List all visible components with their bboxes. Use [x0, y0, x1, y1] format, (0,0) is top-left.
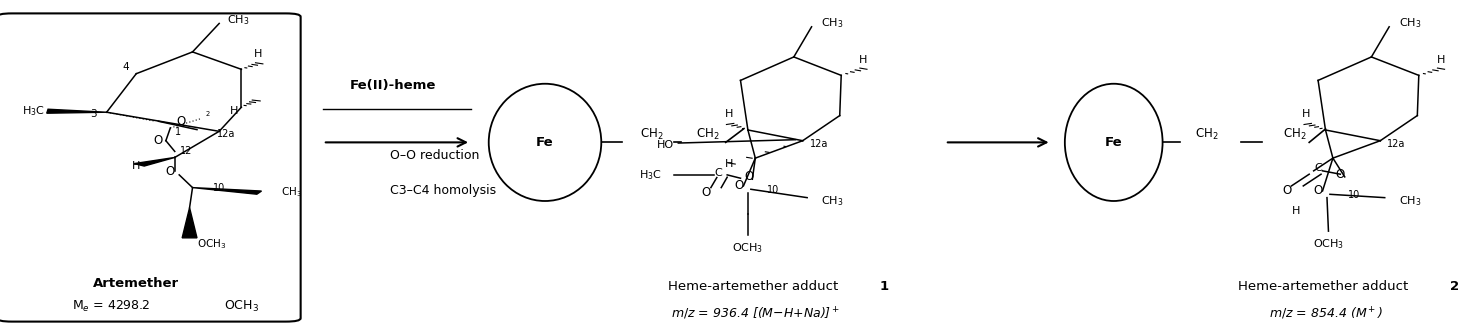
Text: 4: 4: [123, 62, 129, 72]
Text: 2: 2: [1450, 280, 1459, 293]
Polygon shape: [182, 208, 197, 238]
Text: CH$_2$: CH$_2$: [1283, 126, 1306, 142]
Text: Artemether: Artemether: [93, 277, 179, 289]
Text: CH$_3$: CH$_3$: [227, 13, 250, 27]
Text: 1: 1: [880, 280, 889, 293]
Text: O: O: [1283, 185, 1291, 197]
Text: OCH$_3$: OCH$_3$: [732, 241, 764, 255]
Text: O: O: [1314, 185, 1323, 197]
Text: O: O: [166, 165, 175, 178]
Text: O: O: [702, 186, 711, 199]
Text: 12: 12: [181, 146, 193, 156]
Text: $^2$: $^2$: [204, 111, 210, 121]
Text: H: H: [132, 161, 141, 171]
Text: 12a: 12a: [810, 139, 828, 149]
Text: Fe: Fe: [1105, 136, 1123, 149]
Text: H: H: [1437, 55, 1445, 65]
FancyBboxPatch shape: [0, 13, 301, 322]
Text: O: O: [154, 134, 163, 147]
Text: OCH$_3$: OCH$_3$: [224, 299, 259, 314]
Text: O–O reduction: O–O reduction: [390, 149, 478, 162]
Text: H: H: [859, 55, 868, 65]
Text: H: H: [724, 159, 733, 169]
Polygon shape: [193, 188, 262, 194]
Text: 10: 10: [213, 183, 225, 193]
Text: O: O: [745, 170, 754, 183]
Text: CH$_2$: CH$_2$: [696, 126, 720, 142]
Text: C: C: [714, 168, 723, 178]
Text: 10: 10: [1348, 190, 1360, 200]
Text: CH$_3$: CH$_3$: [820, 194, 844, 208]
Text: CH$_3$: CH$_3$: [1398, 16, 1422, 30]
Text: H$_3$C: H$_3$C: [22, 104, 44, 118]
Text: H: H: [724, 109, 733, 119]
Text: O: O: [176, 115, 185, 128]
Text: OCH$_3$: OCH$_3$: [197, 238, 227, 252]
Ellipse shape: [489, 84, 601, 201]
Text: Fe(II)-heme: Fe(II)-heme: [350, 79, 435, 92]
Polygon shape: [135, 157, 175, 166]
Text: Heme-artemether adduct: Heme-artemether adduct: [1238, 280, 1413, 293]
Ellipse shape: [1065, 84, 1163, 201]
Text: O: O: [735, 180, 743, 192]
Text: H: H: [230, 106, 238, 116]
Text: $m/z$ = 936.4 [(M−H+Na)]$^+$: $m/z$ = 936.4 [(M−H+Na)]$^+$: [671, 306, 840, 322]
Text: H: H: [1291, 206, 1300, 216]
Text: C: C: [1314, 163, 1323, 173]
Text: H$_3$C: H$_3$C: [640, 168, 662, 182]
Text: 12a: 12a: [1388, 139, 1405, 149]
Text: 10: 10: [767, 185, 779, 195]
Text: OCH$_3$: OCH$_3$: [1312, 238, 1345, 252]
Text: M$_e$ = 4298.2: M$_e$ = 4298.2: [71, 299, 151, 314]
Text: 1: 1: [175, 127, 181, 137]
Text: Heme-artemether adduct: Heme-artemether adduct: [668, 280, 843, 293]
Text: H: H: [253, 49, 262, 59]
Text: 12a: 12a: [218, 129, 235, 139]
Text: 3: 3: [90, 109, 96, 119]
Text: CH$_2$: CH$_2$: [1195, 126, 1219, 142]
Text: O: O: [1336, 168, 1345, 181]
Text: Fe: Fe: [536, 136, 554, 149]
Polygon shape: [47, 109, 107, 113]
Text: HO: HO: [656, 140, 674, 150]
Text: $m/z$ = 854.4 (M$^+$): $m/z$ = 854.4 (M$^+$): [1269, 306, 1382, 322]
Text: C3–C4 homolysis: C3–C4 homolysis: [390, 185, 496, 197]
Text: H: H: [1302, 109, 1311, 119]
Text: CH$_2$: CH$_2$: [640, 126, 663, 142]
Text: CH$_3$: CH$_3$: [820, 16, 844, 30]
Text: CH$_3$: CH$_3$: [281, 185, 302, 199]
Text: CH$_3$: CH$_3$: [1398, 194, 1422, 208]
